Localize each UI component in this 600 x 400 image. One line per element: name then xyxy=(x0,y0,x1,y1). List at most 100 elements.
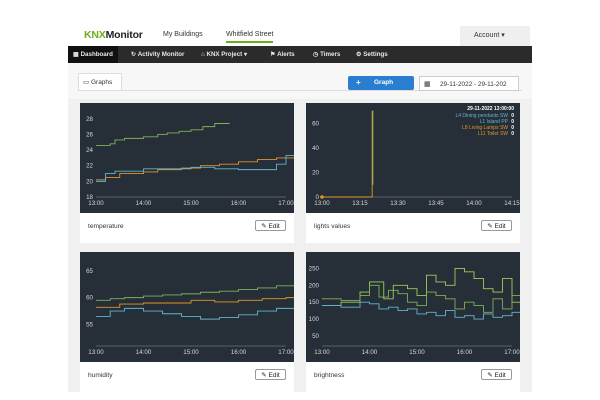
nav-settings-label: Settings xyxy=(363,51,388,58)
y-tick-label: 60 xyxy=(312,120,319,127)
brightness-chart-svg: 50 100 150 200 250 13:00 14:00 15:00 16:00 17:00 xyxy=(309,265,520,356)
x-tick-label: 15:00 xyxy=(183,200,199,207)
lights-chart: 0 20 40 60 13:00 13:15 13:30 13:45 14:00 14:15 29-… xyxy=(306,103,520,213)
date-range-picker[interactable]: ▦ 29-11-2022 - 29-11-202 xyxy=(419,76,519,91)
my-buildings-link[interactable]: My Buildings xyxy=(163,31,203,38)
series-line-0 xyxy=(96,122,230,146)
tooltip-series-label: L4 Dining pendants SW xyxy=(455,113,508,119)
x-tick-label: 16:00 xyxy=(457,349,473,356)
tooltip-series-value: 0 xyxy=(511,125,514,131)
app-logo[interactable]: KNXMonitor xyxy=(84,29,143,41)
x-tick-label: 13:00 xyxy=(314,349,330,356)
calendar-icon: ▦ xyxy=(424,81,431,88)
x-tick-label: 13:00 xyxy=(314,200,330,207)
nav-knx-project[interactable]: ⌂ KNX Project ▾ xyxy=(201,46,247,63)
x-tick-label: 14:00 xyxy=(136,200,152,207)
x-tick-label: 14:00 xyxy=(362,349,378,356)
hover-point xyxy=(320,195,324,199)
app-window: KNXMonitor My Buildings Whitfield Street… xyxy=(68,26,532,392)
series-line-1 xyxy=(96,297,294,308)
nav-alerts[interactable]: ⚑ Alerts xyxy=(270,46,295,63)
y-tick-label: 200 xyxy=(309,282,320,289)
tooltip-time: 29-11-2022 13:00:00 xyxy=(467,106,514,112)
pencil-icon: ✎ xyxy=(261,223,267,230)
y-tick-label: 150 xyxy=(309,299,320,306)
y-tick-label: 100 xyxy=(309,316,320,323)
main-nav: ▦ Dashboard ↻ Activity Monitor ⌂ KNX Pro… xyxy=(68,46,532,63)
y-tick-label: 40 xyxy=(312,145,319,152)
home-icon: ⌂ xyxy=(201,51,205,58)
x-tick-label: 13:00 xyxy=(88,349,104,356)
x-tick-label: 13:30 xyxy=(390,200,406,207)
x-tick-label: 15:00 xyxy=(183,349,199,356)
clock-icon: ◷ xyxy=(313,51,319,58)
edit-lights-button[interactable]: ✎ Edit xyxy=(481,220,512,231)
y-tick-label: 28 xyxy=(86,116,93,123)
add-graph-button[interactable]: + Graph xyxy=(348,76,414,90)
humidity-label: humidity xyxy=(88,372,113,379)
x-tick-label: 13:45 xyxy=(428,200,444,207)
series-line-0 xyxy=(322,111,373,198)
tooltip-series-value: 0 xyxy=(511,131,514,137)
date-range-value: 29-11-2022 - 29-11-202 xyxy=(440,81,507,88)
lights-chart-svg: 0 20 40 60 13:00 13:15 13:30 13:45 14:00 14:15 29-… xyxy=(312,106,520,207)
series-line-1 xyxy=(372,110,374,185)
x-tick-label: 14:00 xyxy=(136,349,152,356)
add-graph-button-label: Graph xyxy=(374,79,394,86)
series-line-0 xyxy=(96,285,294,301)
y-tick-label: 55 xyxy=(86,322,93,329)
nav-activity-monitor[interactable]: ↻ Activity Monitor xyxy=(131,46,184,63)
panel-lights-values: 0 20 40 60 13:00 13:15 13:30 13:45 14:00 14:15 29-… xyxy=(306,103,520,243)
temperature-chart: 18 20 22 24 26 28 13:00 14:00 15:00 16:00 17:00 xyxy=(80,103,294,213)
edit-brightness-button-label: Edit xyxy=(494,372,506,379)
edit-humidity-button-label: Edit xyxy=(268,372,280,379)
humidity-chart-svg: 55 60 65 13:00 14:00 15:00 16:00 17:00 xyxy=(86,268,294,356)
nav-settings[interactable]: ⚙ Settings xyxy=(356,46,388,63)
edit-brightness-button[interactable]: ✎ Edit xyxy=(481,369,512,380)
y-tick-label: 65 xyxy=(86,268,93,275)
y-tick-label: 18 xyxy=(86,194,93,201)
top-bar: KNXMonitor My Buildings Whitfield Street… xyxy=(68,26,532,47)
y-tick-label: 20 xyxy=(312,169,319,176)
graphs-tab[interactable]: ▭ Graphs xyxy=(78,73,122,91)
graphs-toolbar: ▭ Graphs + Graph ▦ 29-11-2022 - 29-11-20… xyxy=(68,63,532,99)
nav-knx-project-label: KNX Project ▾ xyxy=(206,51,248,58)
y-tick-label: 20 xyxy=(86,178,93,185)
y-tick-label: 22 xyxy=(86,163,93,170)
series-line-0 xyxy=(322,267,520,306)
lights-label: lights values xyxy=(314,223,351,230)
x-tick-label: 14:00 xyxy=(466,200,482,207)
series-line-2 xyxy=(96,307,294,320)
brightness-chart: 50 100 150 200 250 13:00 14:00 15:00 16:00 17:00 xyxy=(306,252,520,362)
account-dropdown[interactable]: Account ▾ xyxy=(460,26,530,46)
panel-humidity: 55 60 65 13:00 14:00 15:00 16:00 17:00 humidity… xyxy=(80,252,294,392)
logo-monitor-text: Monitor xyxy=(105,29,143,41)
activity-icon: ↻ xyxy=(131,51,137,58)
dashboard-content: 18 20 22 24 26 28 13:00 14:00 15:00 16:00 17:00 te… xyxy=(68,99,532,392)
tooltip-series-label: L1 Island PP xyxy=(480,119,509,125)
whitfield-street-link[interactable]: Whitfield Street xyxy=(226,31,274,43)
monitor-icon: ▭ xyxy=(83,79,90,86)
series-line-1 xyxy=(322,284,520,313)
tooltip-series-label: L11 Toilet SW xyxy=(478,131,509,137)
pencil-icon: ✎ xyxy=(261,372,267,379)
edit-humidity-button[interactable]: ✎ Edit xyxy=(255,369,286,380)
series-line-1 xyxy=(96,157,294,181)
y-tick-label: 250 xyxy=(309,265,320,272)
x-tick-label: 13:00 xyxy=(88,200,104,207)
pencil-icon: ✎ xyxy=(487,223,493,230)
nav-timers[interactable]: ◷ Timers xyxy=(313,46,340,63)
nav-dashboard[interactable]: ▦ Dashboard xyxy=(68,46,118,63)
edit-temperature-button[interactable]: ✎ Edit xyxy=(255,220,286,231)
pencil-icon: ✎ xyxy=(487,372,493,379)
brightness-label: brightness xyxy=(314,372,345,379)
y-tick-label: 60 xyxy=(86,295,93,302)
humidity-chart: 55 60 65 13:00 14:00 15:00 16:00 17:00 xyxy=(80,252,294,362)
x-tick-label: 16:00 xyxy=(231,200,247,207)
series-line-2 xyxy=(96,155,294,182)
series-line-2 xyxy=(322,301,520,320)
x-tick-label: 16:00 xyxy=(231,349,247,356)
x-tick-label: 17:00 xyxy=(278,200,294,207)
edit-temperature-button-label: Edit xyxy=(268,223,280,230)
